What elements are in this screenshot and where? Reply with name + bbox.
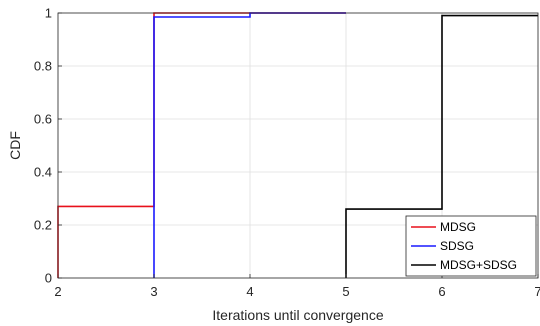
y-tick-label: 1 xyxy=(45,6,52,21)
y-tick-label: 0.4 xyxy=(34,165,52,180)
series-line-mdsg-sdsg xyxy=(345,14,538,278)
plot-area-frame xyxy=(57,12,539,279)
x-tick-label: 3 xyxy=(150,284,157,299)
y-axis-label: CDF xyxy=(7,131,23,160)
x-tick-label: 7 xyxy=(534,284,540,299)
x-tick-label: 4 xyxy=(246,284,253,299)
series-line-mdsg xyxy=(57,12,346,278)
axis-ticks: 2 3 4 5 6 7 0 0.2 0.4 0.6 0.8 1 xyxy=(34,6,540,300)
legend: MDSG SDSG MDSG+SDSG xyxy=(405,215,537,277)
legend-entry: MDSG xyxy=(440,220,476,234)
x-tick-label: 2 xyxy=(54,284,61,299)
legend-entry: SDSG xyxy=(440,239,474,253)
x-tick-label: 6 xyxy=(438,284,445,299)
legend-entry: MDSG+SDSG xyxy=(440,258,517,272)
y-tick-label: 0 xyxy=(45,271,52,286)
x-tick-label: 5 xyxy=(342,284,349,299)
y-tick-label: 0.8 xyxy=(34,59,52,74)
y-tick-label: 0.6 xyxy=(34,112,52,127)
x-axis-label: Iterations until convergence xyxy=(212,307,383,323)
y-tick-label: 0.2 xyxy=(34,218,52,233)
